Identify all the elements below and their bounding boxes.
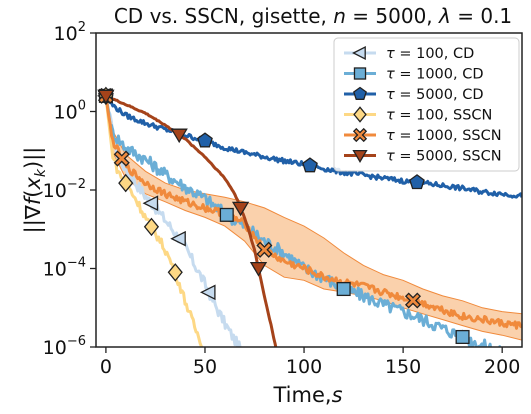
series-marker [170, 128, 188, 144]
x-tick-label: 200 [484, 356, 520, 378]
series-marker [199, 284, 216, 301]
series-markers [96, 86, 470, 345]
series-marker [455, 329, 470, 345]
series-marker [409, 174, 425, 190]
x-tick-label: 150 [385, 356, 421, 378]
series-marker [231, 201, 250, 217]
y-axis-label: ||∇f(xk)|| [21, 147, 49, 234]
x-tick-label: 100 [286, 356, 322, 378]
series-marker [353, 106, 367, 123]
legend-label: τ = 1000, CD [386, 67, 484, 83]
y-tick-label: 10−6 [43, 334, 86, 359]
series-marker [97, 89, 115, 105]
series-marker [336, 281, 351, 297]
legend-label: τ = 5000, CD [386, 87, 484, 103]
legend-box [333, 37, 520, 172]
svg-text:||∇f(xk)||: ||∇f(xk)|| [21, 147, 49, 234]
series-marker [352, 149, 368, 163]
y-ticks: 102 100 10−2 10−4 10−6 [43, 20, 96, 359]
series-marker [352, 46, 366, 60]
series-marker [353, 67, 367, 80]
legend-label: τ = 100, SSCN [386, 108, 492, 124]
series-marker [404, 292, 422, 309]
series-marker [256, 241, 273, 258]
x-tick-label: 50 [193, 356, 217, 378]
series-line [104, 95, 522, 330]
x-tick-label: 0 [100, 356, 112, 378]
series-marker [142, 195, 159, 211]
series-line [105, 94, 278, 347]
y-tick-label: 10−2 [43, 177, 86, 202]
series-marker [249, 261, 268, 277]
series-marker [352, 127, 368, 143]
series-line [104, 95, 502, 347]
chart-title: CD vs. SSCN, gisette, n = 5000, λ = 0.1 [114, 4, 512, 28]
x-axis-label: Time,s [272, 383, 342, 407]
legend-label: τ = 1000, SSCN [386, 128, 502, 144]
plot-frame [95, 32, 523, 348]
series-marker [170, 230, 186, 247]
series-line [104, 95, 204, 347]
series-marker [302, 157, 318, 173]
legend: τ = 100, CD τ = 1000, CD τ = 5000, CD τ = 1… [333, 37, 520, 172]
y-tick-label: 102 [54, 20, 86, 45]
y-tick-label: 10−4 [43, 256, 86, 281]
series-marker [197, 132, 213, 148]
x-ticks: 0 50 100 150 200 [100, 347, 520, 378]
legend-label: τ = 100, CD [386, 46, 474, 62]
series-band [105, 95, 522, 341]
series-marker [219, 207, 234, 222]
legend-label: τ = 5000, SSCN [386, 149, 502, 165]
series-marker [118, 173, 134, 193]
series-marker [353, 86, 367, 100]
series-marker [143, 217, 160, 237]
series-marker [167, 263, 183, 282]
series-marker [113, 150, 130, 167]
y-tick-label: 100 [54, 99, 86, 124]
